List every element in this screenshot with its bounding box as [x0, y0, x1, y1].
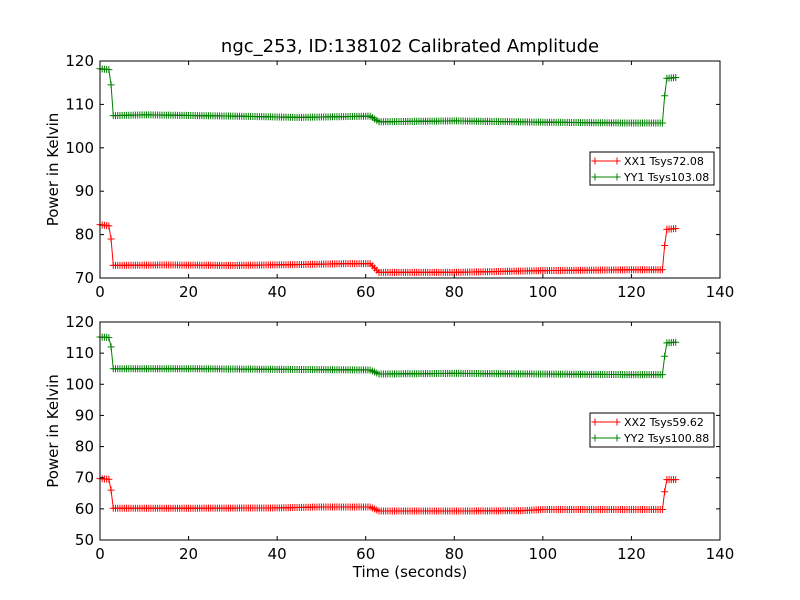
bottom-ytick-label: 100	[65, 375, 94, 393]
bottom-ytick-label: 110	[65, 344, 94, 362]
bottom-plot-legend: XX2 Tsys59.62 YY2 Tsys100.88	[589, 412, 715, 448]
top-plot-ylabel: Power in Kelvin	[44, 113, 62, 227]
top-series-1-point	[105, 66, 113, 74]
top-xtick-label: 40	[268, 283, 287, 301]
top-series-0-point	[672, 225, 680, 233]
bottom-ytick-label: 90	[75, 406, 94, 424]
bottom-series-0-point	[107, 486, 115, 494]
top-legend-marker	[591, 173, 599, 181]
bottom-legend-marker	[591, 434, 599, 442]
top-series-markers-0	[96, 221, 680, 276]
top-series-1-point	[661, 92, 669, 100]
bottom-ytick-label: 60	[75, 500, 94, 518]
bottom-plot-xlabel: Time (seconds)	[352, 563, 468, 581]
bottom-xtick-label: 120	[617, 545, 646, 563]
top-ytick-label: 120	[65, 52, 94, 70]
top-legend-marker	[613, 173, 621, 181]
top-series-1-point	[107, 81, 115, 89]
top-xtick-label: 0	[95, 283, 105, 301]
bottom-xtick-label: 100	[529, 545, 558, 563]
bottom-legend-marker	[613, 434, 621, 442]
top-plot-ticks: 0 20 40 60 80 100 120 140 70 80 90 100 110 120	[65, 52, 734, 301]
bottom-xtick-label: 40	[268, 545, 287, 563]
top-ytick-label: 90	[75, 182, 94, 200]
bottom-plot-series	[96, 333, 680, 515]
top-plot-series	[96, 65, 680, 276]
bottom-series-1-point	[105, 334, 113, 342]
top-series-1-point	[658, 119, 666, 127]
top-xtick-label: 100	[529, 283, 558, 301]
bottom-series-0-point	[105, 475, 113, 483]
bottom-series-markers-1	[96, 333, 680, 379]
bottom-series-1-point	[107, 343, 115, 351]
top-xtick-label: 120	[617, 283, 646, 301]
top-series-markers-1	[96, 65, 680, 127]
bottom-series-1-point	[661, 352, 669, 360]
bottom-xtick-label: 140	[706, 545, 735, 563]
bottom-series-1-point	[658, 371, 666, 379]
bottom-legend-entries: XX2 Tsys59.62 YY2 Tsys100.88	[591, 416, 709, 445]
top-series-0-point	[105, 222, 113, 230]
bottom-xtick-label: 20	[179, 545, 198, 563]
top-ytick-label: 80	[75, 226, 94, 244]
top-legend-box	[589, 151, 715, 186]
top-series-0-point	[658, 266, 666, 274]
bottom-plot-ylabel: Power in Kelvin	[44, 374, 62, 488]
top-xtick-label: 60	[356, 283, 375, 301]
top-legend-entries: XX1 Tsys72.08 YY1 Tsys103.08	[591, 155, 709, 184]
top-series-1-point	[672, 73, 680, 81]
bottom-xtick-label: 0	[95, 545, 105, 563]
bottom-legend-marker	[613, 418, 621, 426]
top-xtick-label: 20	[179, 283, 198, 301]
bottom-legend-label-0: XX2 Tsys59.62	[624, 416, 704, 429]
bottom-series-0-point	[672, 476, 680, 484]
bottom-plot-border	[99, 321, 721, 541]
top-ytick-label: 70	[75, 269, 94, 287]
bottom-legend-box	[589, 412, 715, 448]
top-legend-label-1: YY1 Tsys103.08	[623, 171, 709, 184]
top-legend-marker	[591, 157, 599, 165]
top-ytick-label: 110	[65, 95, 94, 113]
bottom-legend-label-1: YY2 Tsys100.88	[623, 432, 709, 445]
bottom-ytick-label: 50	[75, 531, 94, 549]
bottom-plot-ticks: 0 20 40 60 80 100 120 140 50 60 70 80 90 100 110 120	[65, 313, 734, 563]
bottom-ytick-label: 70	[75, 469, 94, 487]
top-legend-label-0: XX1 Tsys72.08	[624, 155, 704, 168]
top-plot-legend: XX1 Tsys72.08 YY1 Tsys103.08	[589, 151, 715, 186]
top-plot: 0 20 40 60 80 100 120 140 70 80 90 100 110 120 Power …	[44, 52, 734, 301]
bottom-ytick-label: 120	[65, 313, 94, 331]
bottom-series-0-point	[658, 505, 666, 513]
top-series-0-point	[107, 235, 115, 243]
bottom-xtick-label: 60	[356, 545, 375, 563]
top-xtick-label: 140	[706, 283, 735, 301]
bottom-legend-marker	[591, 418, 599, 426]
bottom-ytick-label: 80	[75, 438, 94, 456]
bottom-series-0-point	[661, 488, 669, 496]
top-legend-marker	[613, 157, 621, 165]
top-plot-border	[99, 60, 721, 279]
top-series-0-point	[661, 241, 669, 249]
top-xtick-label: 80	[445, 283, 464, 301]
chart-title: ngc_253, ID:138102 Calibrated Amplitude	[221, 36, 599, 57]
top-ytick-label: 100	[65, 139, 94, 157]
bottom-series-1-point	[672, 338, 680, 346]
bottom-xtick-label: 80	[445, 545, 464, 563]
bottom-series-markers-0	[96, 475, 680, 515]
bottom-plot: 0 20 40 60 80 100 120 140 50 60 70 80 90 100 110 120 Po…	[44, 313, 734, 581]
